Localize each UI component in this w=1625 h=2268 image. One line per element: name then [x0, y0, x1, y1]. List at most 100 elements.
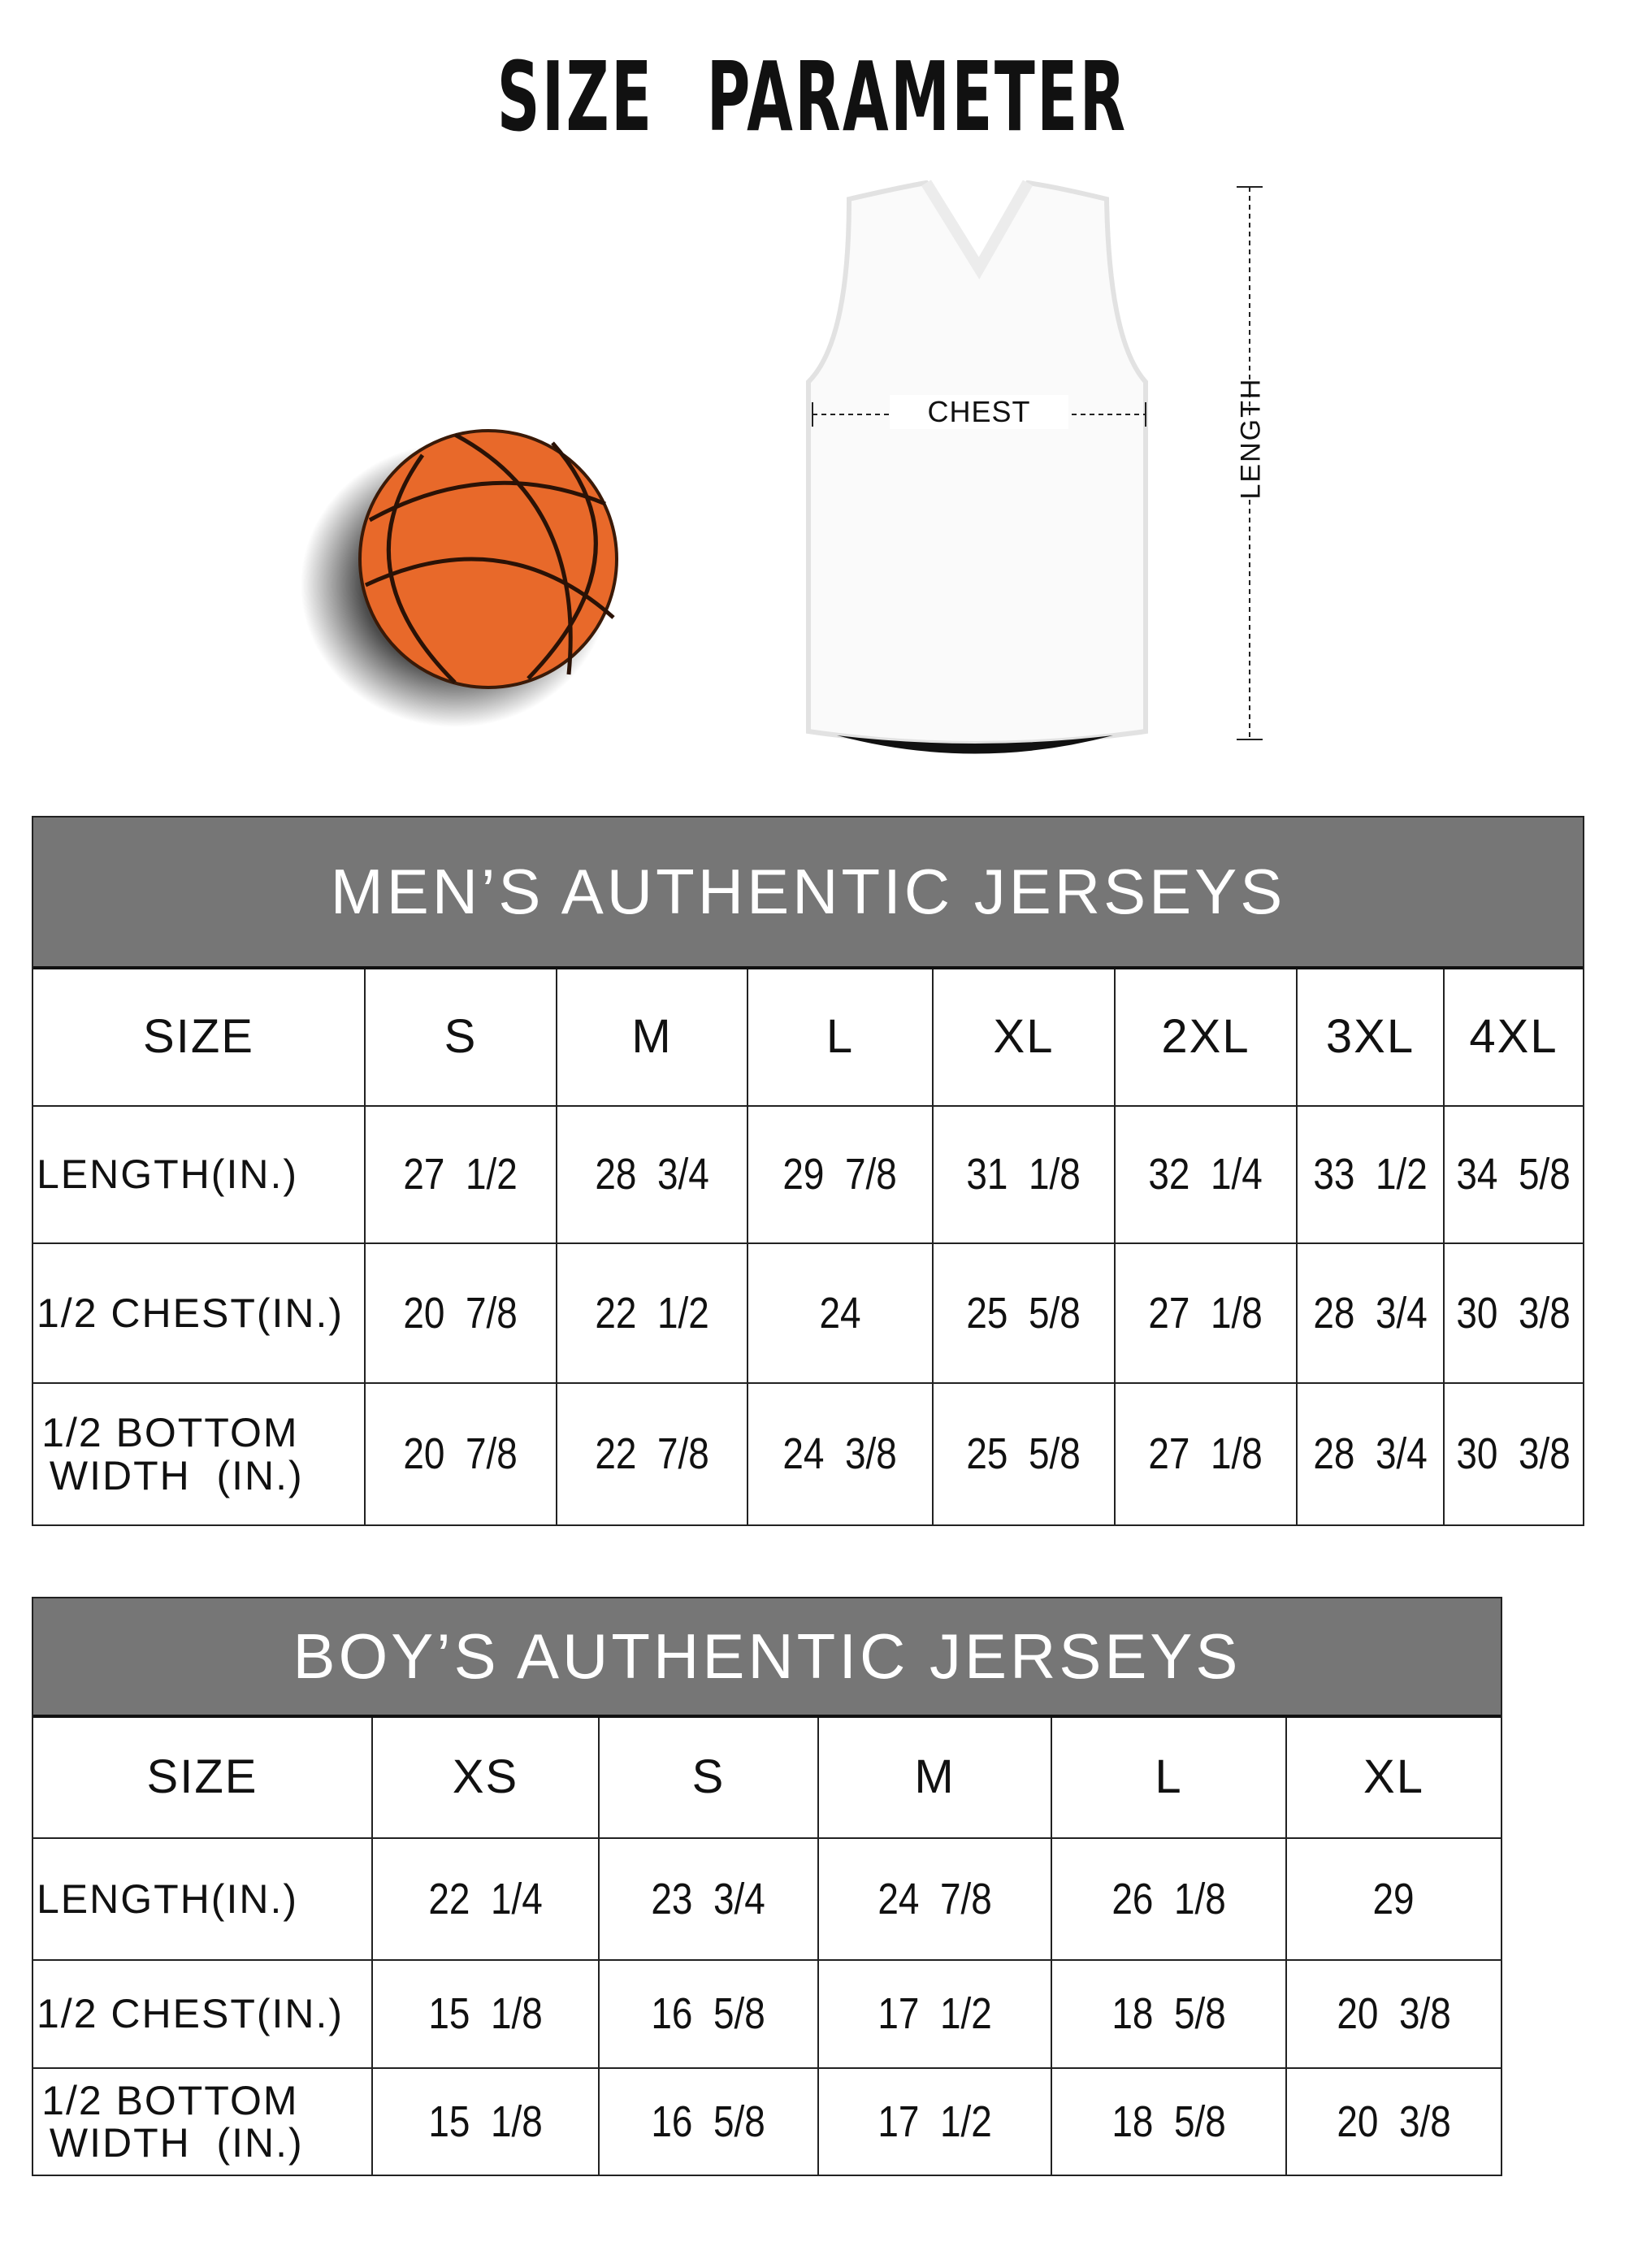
- table-cell: 27 1/8: [1116, 1384, 1298, 1524]
- cell-text: 29: [1372, 1874, 1415, 1923]
- cell-text: 20 3/8: [1337, 2097, 1451, 2146]
- cell-text: LENGTH(IN.): [37, 1876, 298, 1922]
- column-header: XL: [934, 969, 1116, 1107]
- table-cell: 22 1/2: [557, 1244, 748, 1384]
- cell-text: 17 1/2: [878, 2097, 992, 2146]
- cell-text: L: [1155, 1750, 1183, 1804]
- cell-text: 18 5/8: [1112, 2097, 1226, 2146]
- column-header: L: [1052, 1718, 1287, 1839]
- row-label: 1/2 BOTTOM WIDTH (IN.): [33, 1384, 366, 1524]
- table-cell: 20 7/8: [366, 1244, 557, 1384]
- column-header: 3XL: [1298, 969, 1445, 1107]
- cell-text: SIZE: [146, 1750, 258, 1804]
- table-cell: 24 3/8: [748, 1384, 934, 1524]
- cell-text: S: [444, 1010, 478, 1064]
- table-cell: 17 1/2: [819, 2069, 1052, 2175]
- cell-text: 15 1/8: [428, 2097, 543, 2146]
- cell-text: 24 3/8: [782, 1429, 898, 1479]
- boys-table-title: BOY’S AUTHENTIC JERSEYS: [33, 1598, 1501, 1718]
- table-cell: 29 7/8: [748, 1107, 934, 1244]
- cell-text: 27 1/8: [1148, 1429, 1263, 1479]
- cell-text: 34 5/8: [1456, 1150, 1571, 1199]
- table-cell: 20 3/8: [1287, 1961, 1501, 2069]
- cell-text: 29 7/8: [782, 1150, 898, 1199]
- cell-text: XL: [1363, 1750, 1424, 1804]
- table-cell: 30 3/8: [1445, 1244, 1583, 1384]
- cell-text: LENGTH(IN.): [37, 1151, 298, 1198]
- cell-text: XS: [452, 1750, 519, 1804]
- cell-text: 22 7/8: [595, 1429, 709, 1479]
- table-cell: 16 5/8: [600, 1961, 819, 2069]
- cell-text: 26 1/8: [1112, 1874, 1226, 1923]
- cell-text: 22 1/2: [595, 1288, 709, 1338]
- table-cell: 22 7/8: [557, 1384, 748, 1524]
- table-cell: 25 5/8: [934, 1244, 1116, 1384]
- cell-text: 18 5/8: [1112, 1989, 1226, 2039]
- table-cell: 29: [1287, 1839, 1501, 1961]
- table-cell: 34 5/8: [1445, 1107, 1583, 1244]
- cell-text: 27 1/2: [403, 1150, 518, 1199]
- cell-text: 23 3/4: [651, 1874, 766, 1923]
- table-cell: 20 3/8: [1287, 2069, 1501, 2175]
- table-cell: 26 1/8: [1052, 1839, 1287, 1961]
- table-cell: 16 5/8: [600, 2069, 819, 2175]
- cell-text: 25 5/8: [966, 1429, 1081, 1479]
- boys-table-grid: SIZE XS S M L XL LENGTH(IN.) 22 1/4 23 3/4 24 7/8…: [33, 1718, 1501, 2175]
- cell-text: 28 3/4: [595, 1150, 709, 1199]
- cell-text: XL: [993, 1010, 1055, 1064]
- cell-text: 17 1/2: [878, 1989, 992, 2039]
- table-cell: 25 5/8: [934, 1384, 1116, 1524]
- cell-text: 4XL: [1469, 1010, 1558, 1064]
- mens-size-table: MEN’S AUTHENTIC JERSEYS SIZE S M L XL 2XL 3XL 4…: [32, 816, 1584, 1526]
- cell-text: 15 1/8: [428, 1989, 543, 2039]
- page-title: SIZE PARAMETER: [497, 41, 1128, 153]
- row-label: LENGTH(IN.): [33, 1107, 366, 1244]
- cell-text: 33 1/2: [1313, 1150, 1428, 1199]
- cell-text: 1/2 CHEST(IN.): [37, 1290, 344, 1336]
- boys-size-table: BOY’S AUTHENTIC JERSEYS SIZE XS S M L XL LENGT…: [32, 1597, 1502, 2176]
- cell-text: 31 1/8: [966, 1150, 1081, 1199]
- cell-text: 22 1/4: [428, 1874, 543, 1923]
- column-header: M: [557, 969, 748, 1107]
- table-cell: 24: [748, 1244, 934, 1384]
- column-header: L: [748, 969, 934, 1107]
- row-label: 1/2 BOTTOM WIDTH (IN.): [33, 2069, 373, 2175]
- table-cell: 27 1/2: [366, 1107, 557, 1244]
- table-cell: 28 3/4: [1298, 1384, 1445, 1524]
- cell-text: 28 3/4: [1313, 1288, 1428, 1338]
- cell-text: 2XL: [1161, 1010, 1250, 1064]
- row-label: 1/2 CHEST(IN.): [33, 1244, 366, 1384]
- cell-text: 1/2 CHEST(IN.): [37, 1991, 344, 2037]
- cell-text: 16 5/8: [651, 2097, 766, 2146]
- length-label: LENGTH: [1235, 377, 1268, 500]
- table-cell: 18 5/8: [1052, 2069, 1287, 2175]
- table-cell: 28 3/4: [557, 1107, 748, 1244]
- mens-table-title: MEN’S AUTHENTIC JERSEYS: [33, 817, 1583, 969]
- jersey-icon: [806, 180, 1263, 754]
- cell-text: 25 5/8: [966, 1288, 1081, 1338]
- table-cell: 15 1/8: [373, 2069, 600, 2175]
- cell-text: 20 3/8: [1337, 1989, 1451, 2039]
- cell-text: 30 3/8: [1456, 1288, 1571, 1338]
- cell-text: 30 3/8: [1456, 1429, 1571, 1479]
- table-cell: 24 7/8: [819, 1839, 1052, 1961]
- table-cell: 17 1/2: [819, 1961, 1052, 2069]
- cell-text: 24: [819, 1288, 861, 1338]
- cell-text: 1/2 BOTTOM WIDTH (IN.): [41, 2077, 304, 2166]
- table-cell: 23 3/4: [600, 1839, 819, 1961]
- table-cell: 31 1/8: [934, 1107, 1116, 1244]
- column-header: XL: [1287, 1718, 1501, 1839]
- table-cell: 30 3/8: [1445, 1384, 1583, 1524]
- cell-text: M: [631, 1010, 673, 1064]
- mens-table-grid: SIZE S M L XL 2XL 3XL 4XL LENGTH(IN.) 27 1/2 28 3/…: [33, 969, 1583, 1524]
- column-header: SIZE: [33, 1718, 373, 1839]
- column-header: M: [819, 1718, 1052, 1839]
- cell-text: 28 3/4: [1313, 1429, 1428, 1479]
- cell-text: 20 7/8: [403, 1429, 518, 1479]
- cell-text: 24 7/8: [878, 1874, 992, 1923]
- table-cell: 22 1/4: [373, 1839, 600, 1961]
- column-header: SIZE: [33, 969, 366, 1107]
- basketball-icon: [301, 429, 618, 727]
- table-cell: 20 7/8: [366, 1384, 557, 1524]
- cell-text: 1/2 BOTTOM WIDTH (IN.): [41, 1410, 304, 1498]
